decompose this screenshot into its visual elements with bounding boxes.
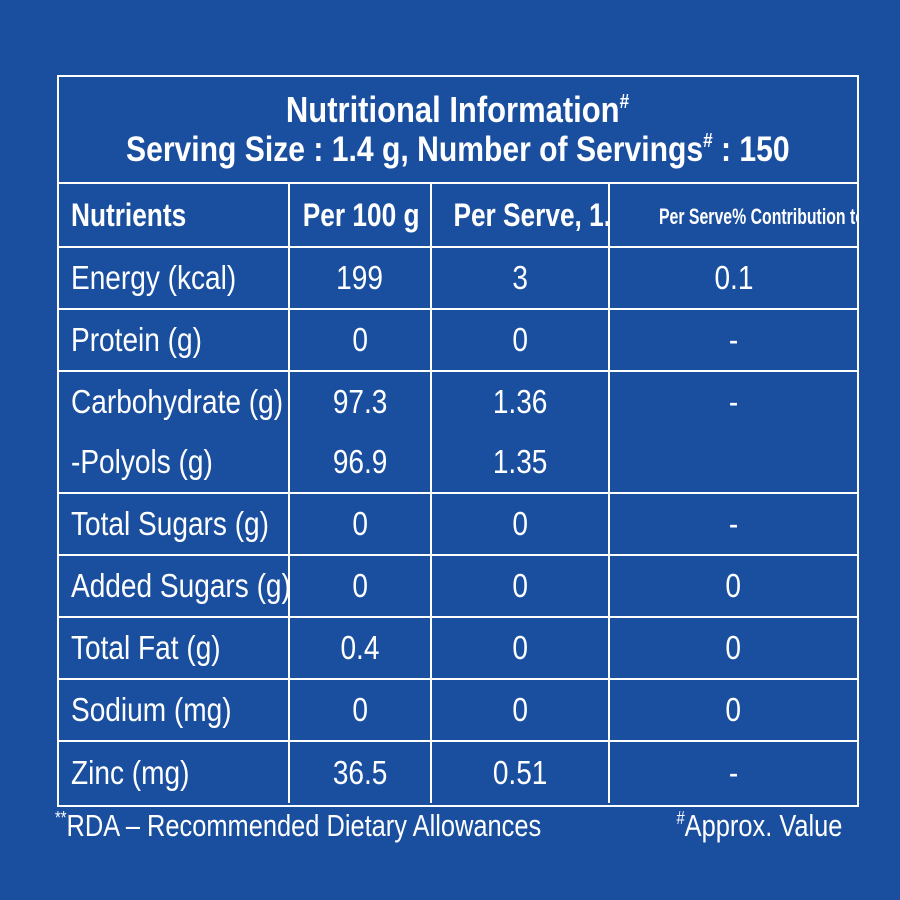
per-serve-value: 1.36 1.35 [430,370,610,494]
per-serve-value: 0 [430,616,610,680]
header-per-serve: Per Serve, 1.4 g [430,184,610,248]
per-100g-value: 36.5 [288,740,432,803]
rda-value: - [608,492,857,556]
rda-footnote: **RDA – Recommended Dietary Allowances [55,808,542,843]
rda-value: 0 [608,678,857,742]
per-100g-value: 0 [288,492,432,556]
per-serve-value: 3 [430,246,610,310]
title-line-1: Nutritional Information# [286,88,630,130]
table-row: Carbohydrate (g) -Polyols (g) 97.3 96.9 … [59,370,857,494]
panel-title: Nutritional Information# Serving Size : … [59,77,857,184]
per-100g-value: 199 [288,246,432,310]
header-per-100g: Per 100 g [288,184,432,248]
rda-value: - [608,370,857,494]
rda-value: - [608,740,857,803]
nutrient-name: Carbohydrate (g) -Polyols (g) [59,370,290,494]
sub-nutrient-name: -Polyols (g) [71,443,213,480]
table-header-row: Nutrients Per 100 g Per Serve, 1.4 g Per… [59,184,857,248]
rda-value: 0 [608,554,857,618]
nutrient-name: Zinc (mg) [59,740,290,803]
serving-size-line: Serving Size : 1.4 g, Number of Servings… [126,130,790,170]
nutrition-table: Nutrients Per 100 g Per Serve, 1.4 g Per… [59,184,857,803]
per-100g-value: 0 [288,554,432,618]
per-serve-value: 0.51 [430,740,610,803]
table-row: Energy (kcal) 199 3 0.1 [59,246,857,310]
table-row: Added Sugars (g) 0 0 0 [59,554,857,618]
table-row: Protein (g) 0 0 - [59,308,857,372]
per-serve-value: 0 [430,678,610,742]
per-100g-value: 97.3 96.9 [288,370,432,494]
per-serve-value: 0 [430,554,610,618]
per-100g-value: 0 [288,678,432,742]
nutrition-panel: Nutritional Information# Serving Size : … [57,75,859,807]
nutrient-name: Energy (kcal) [59,246,290,310]
nutrient-name: Added Sugars (g) [59,554,290,618]
rda-value: 0 [608,616,857,680]
rda-value: - [608,308,857,372]
table-row: Total Sugars (g) 0 0 - [59,492,857,556]
nutrient-name: Total Fat (g) [59,616,290,680]
table-row: Zinc (mg) 36.5 0.51 - [59,740,857,803]
table-row: Total Fat (g) 0.4 0 0 [59,616,857,680]
nutrient-name: Total Sugars (g) [59,492,290,556]
per-100g-value: 0 [288,308,432,372]
nutrient-name: Sodium (mg) [59,678,290,742]
table-row: Sodium (mg) 0 0 0 [59,678,857,742]
nutrient-name: Protein (g) [59,308,290,372]
header-nutrients: Nutrients [59,184,290,248]
rda-value: 0.1 [608,246,857,310]
per-100g-value: 0.4 [288,616,432,680]
header-rda: Per Serve% Contribution to RDA** [608,184,857,248]
approx-footnote: #Approx. Value [675,808,842,843]
per-serve-value: 0 [430,492,610,556]
per-serve-value: 0 [430,308,610,372]
